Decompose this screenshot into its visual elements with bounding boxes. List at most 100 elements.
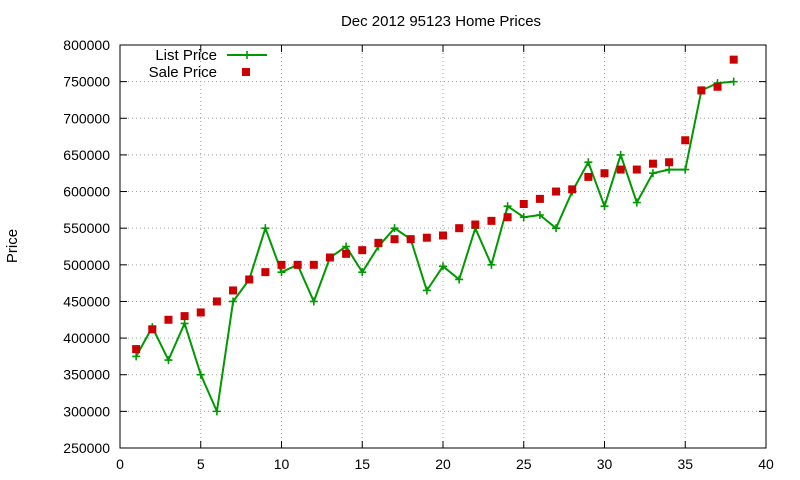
sale-price-point: [212, 297, 221, 306]
y-tick-label: 650000: [63, 147, 110, 163]
x-tick-label: 5: [197, 456, 205, 472]
list-price-point: [261, 224, 270, 233]
y-tick-label: 600000: [63, 184, 110, 200]
y-tick-label: 750000: [63, 74, 110, 90]
sale-price-point: [180, 312, 189, 321]
list-price-point: [487, 260, 496, 269]
sale-price-point: [697, 86, 706, 95]
y-tick-label: 800000: [63, 37, 110, 53]
sale-price-point: [132, 345, 141, 354]
list-price-point: [616, 150, 625, 159]
legend-label-list-price: List Price: [155, 47, 217, 64]
list-price-point: [229, 297, 238, 306]
sale-price-point: [358, 246, 367, 255]
list-price-point: [632, 198, 641, 207]
sale-price-point: [148, 325, 157, 334]
y-tick-label: 300000: [63, 403, 110, 419]
list-price-point: [600, 202, 609, 211]
y-tick-label: 450000: [63, 293, 110, 309]
plot-area: [132, 55, 738, 416]
sale-price-point: [519, 200, 528, 209]
x-tick-label: 20: [435, 456, 451, 472]
legend-marker-list-price: [243, 51, 251, 59]
x-tick-label: 35: [677, 456, 693, 472]
y-axis-label: Price: [4, 229, 21, 263]
sale-price-point: [568, 185, 577, 194]
list-price-point: [164, 356, 173, 365]
list-price-line: [135, 80, 734, 413]
sale-price-point: [422, 233, 431, 242]
list-price-point: [648, 169, 657, 178]
sale-price-point: [325, 253, 334, 262]
y-tick-label: 500000: [63, 257, 110, 273]
list-price-point: [390, 224, 399, 233]
sale-price-point: [261, 268, 270, 277]
sale-price-point: [342, 249, 351, 258]
list-price-point: [503, 202, 512, 211]
sale-price-point: [487, 216, 496, 225]
sale-price-point: [616, 165, 625, 174]
sale-price-point: [245, 275, 254, 284]
grid: [120, 45, 766, 448]
sale-price-point: [503, 213, 512, 222]
sale-price-point: [196, 308, 205, 317]
x-tick-label: 40: [758, 456, 774, 472]
list-price-point: [422, 286, 431, 295]
sale-price-point: [277, 260, 286, 269]
list-price-point: [665, 165, 674, 174]
sale-price-point: [584, 172, 593, 181]
sale-price-point: [309, 260, 318, 269]
sale-price-point: [455, 224, 464, 233]
list-price-point: [132, 352, 141, 361]
sale-price-point: [293, 260, 302, 269]
sale-price-point: [713, 82, 722, 91]
legend-symbol-sale-price: [242, 68, 250, 76]
list-price-point: [535, 210, 544, 219]
list-price-point: [552, 224, 561, 233]
list-price-point: [212, 407, 221, 416]
sale-price-point: [648, 159, 657, 168]
list-price-point: [196, 370, 205, 379]
list-price-point: [439, 262, 447, 271]
x-tick-label: 10: [274, 456, 290, 472]
y-tick-label: 550000: [63, 220, 110, 236]
legend: List Price Sale Price: [149, 47, 267, 81]
list-price-point: [455, 275, 464, 284]
sale-price-point: [600, 169, 609, 178]
sale-price-point: [681, 136, 690, 145]
x-tick-label: 30: [597, 456, 613, 472]
sale-price-point: [229, 286, 238, 295]
chart-title: Dec 2012 95123 Home Prices: [341, 13, 541, 30]
sale-price-point: [406, 235, 415, 244]
list-price-point: [277, 268, 286, 277]
y-tick-label: 400000: [63, 330, 110, 346]
y-tick-label: 250000: [63, 440, 110, 456]
sale-price-point: [535, 194, 544, 203]
list-price-point: [519, 213, 528, 222]
list-price-point: [309, 297, 318, 306]
y-tick-label: 350000: [63, 367, 110, 383]
y-tick-label: 700000: [63, 110, 110, 126]
list-price-point: [681, 165, 690, 174]
x-tick-label: 15: [354, 456, 370, 472]
sale-price-point: [665, 158, 674, 167]
sale-price-point: [632, 165, 641, 174]
legend-label-sale-price: Sale Price: [149, 64, 217, 81]
plot-border: [119, 44, 767, 449]
sale-price-point: [552, 187, 561, 196]
list-price-point: [358, 268, 367, 277]
sale-price-point: [729, 55, 738, 64]
sale-price-point: [374, 238, 383, 247]
list-price-point: [180, 319, 189, 328]
x-tick-label: 25: [516, 456, 532, 472]
sale-price-point: [390, 235, 399, 244]
sale-price-point: [164, 315, 173, 324]
axis-ticks: 250000 300000 350000 400000 450000 500000 5500…: [63, 37, 774, 472]
x-tick-label: 0: [116, 456, 124, 472]
list-price-point: [729, 77, 738, 86]
sale-price-point: [471, 220, 480, 229]
sale-price-point: [439, 231, 447, 240]
list-price-point: [584, 158, 593, 167]
list-price-point: [342, 242, 351, 251]
